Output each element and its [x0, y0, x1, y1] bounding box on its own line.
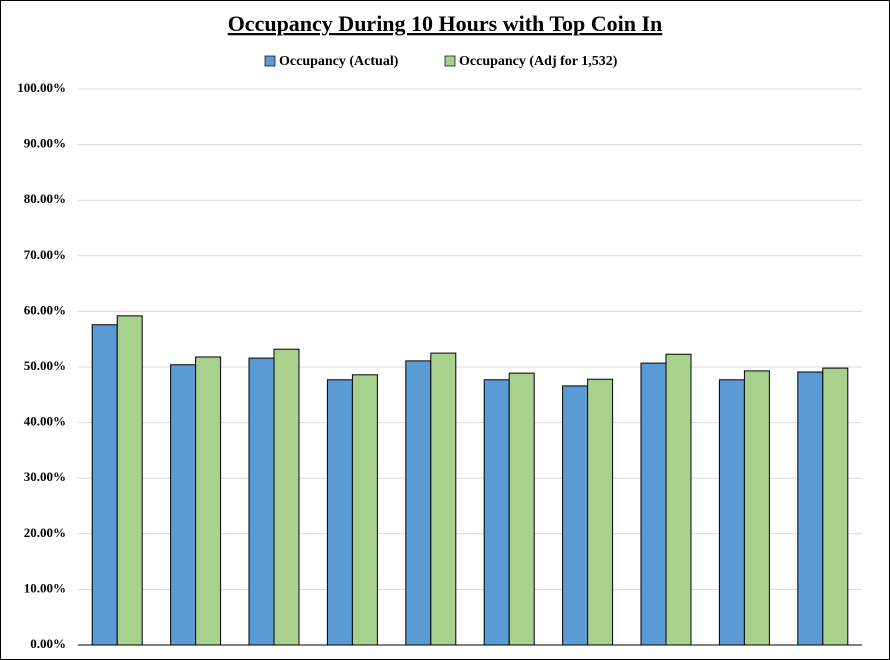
bar	[430, 352, 457, 646]
bar	[562, 385, 589, 646]
bar	[508, 372, 535, 646]
y-tick-label: 100.00%	[17, 80, 66, 95]
legend-label: Occupancy (Actual)	[279, 54, 399, 69]
y-tick-label: 30.00%	[24, 469, 66, 484]
bar	[91, 324, 118, 646]
y-tick-label: 60.00%	[24, 302, 66, 317]
bar	[665, 353, 692, 646]
y-tick-label: 70.00%	[24, 247, 66, 262]
bar	[405, 360, 432, 646]
bar	[273, 348, 300, 646]
bar	[326, 379, 353, 646]
legend-label: Occupancy (Adj for 1,532)	[459, 54, 618, 69]
legend-swatch	[444, 55, 456, 67]
y-tick-label: 0.00%	[30, 636, 66, 651]
legend-swatch	[264, 55, 276, 67]
bar	[743, 370, 770, 646]
bar	[351, 374, 378, 646]
y-tick-label: 10.00%	[24, 580, 66, 595]
bar	[195, 356, 222, 646]
bar	[822, 367, 849, 646]
y-tick-label: 80.00%	[24, 191, 66, 206]
chart-title: Occupancy During 10 Hours with Top Coin …	[228, 11, 663, 36]
y-tick-label: 40.00%	[24, 414, 66, 429]
y-tick-label: 50.00%	[24, 358, 66, 373]
bar	[116, 315, 143, 646]
bar	[640, 362, 667, 646]
bar	[483, 379, 510, 646]
bar	[248, 357, 275, 646]
bar	[718, 379, 745, 646]
bar	[587, 378, 614, 646]
bar	[170, 364, 197, 646]
y-tick-label: 20.00%	[24, 525, 66, 540]
y-tick-label: 90.00%	[24, 136, 66, 151]
bar	[797, 371, 824, 646]
